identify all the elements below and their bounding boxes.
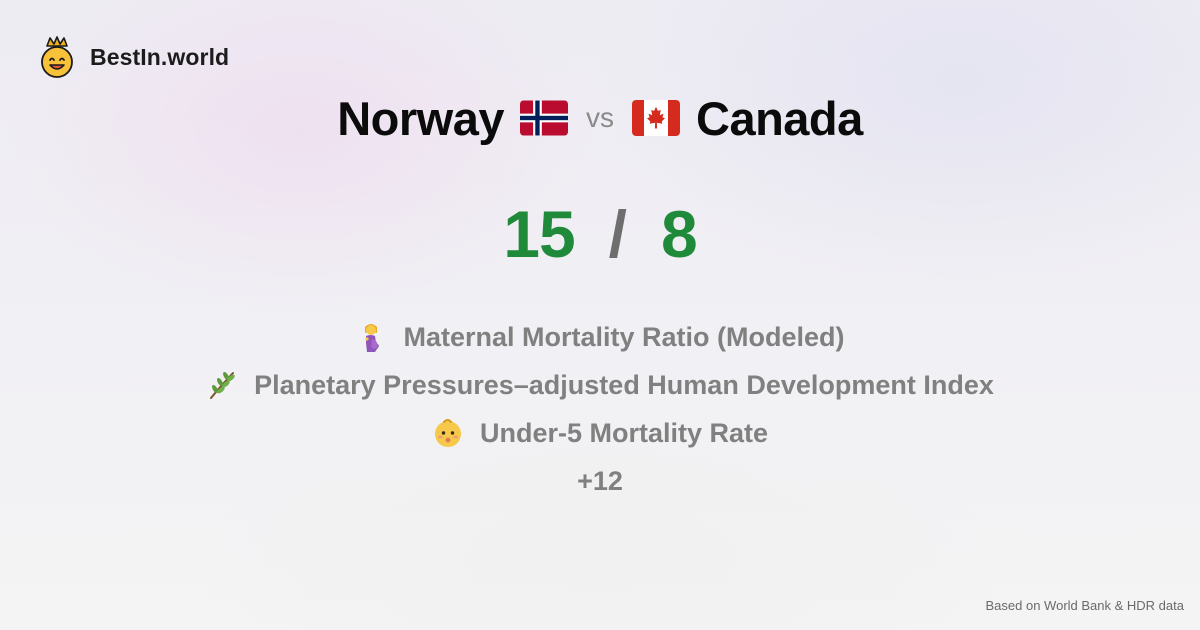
metric-list: Maternal Mortality Ratio (Modeled) Plane… — [0, 313, 1200, 505]
data-source-note: Based on World Bank & HDR data — [985, 598, 1184, 613]
right-country-name: Canada — [696, 91, 863, 145]
brand-name: BestIn.world — [90, 43, 230, 70]
score-separator: / — [608, 197, 628, 271]
metric-item: Maternal Mortality Ratio (Modeled) — [355, 313, 845, 361]
metric-item: Under-5 Mortality Rate — [432, 409, 768, 457]
metric-label: Under-5 Mortality Rate — [479, 417, 769, 448]
left-country-name: Norway — [337, 91, 504, 145]
baby-icon — [434, 419, 461, 447]
metric-label: Maternal Mortality Ratio (Modeled) — [403, 321, 845, 352]
metric-label: Planetary Pressures–adjusted Human Devel… — [254, 369, 994, 400]
comparison-headline: Norway vs Canada — [0, 86, 1200, 150]
left-score: 15 — [503, 197, 575, 271]
crowned-smiley-icon — [41, 36, 73, 78]
right-score: 8 — [661, 197, 698, 271]
metric-item: Planetary Pressures–adjusted Human Devel… — [206, 361, 994, 409]
vs-label: vs — [586, 102, 614, 133]
herb-branch-icon — [210, 371, 235, 399]
canada-flag-icon — [632, 100, 680, 136]
more-metrics-count: +12 — [577, 466, 623, 496]
brand[interactable]: BestIn.world — [38, 36, 229, 78]
score-comparison: 15 / 8 — [0, 192, 1200, 276]
pregnant-woman-icon — [365, 324, 380, 352]
norway-flag-icon — [520, 100, 568, 136]
